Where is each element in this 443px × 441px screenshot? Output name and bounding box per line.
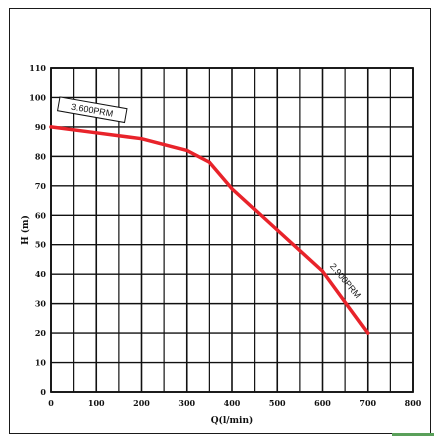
y-tick-label: 20 xyxy=(35,328,47,338)
y-tick-label: 10 xyxy=(35,358,47,368)
y-tick-label: 60 xyxy=(35,210,47,220)
plot-border xyxy=(50,67,414,393)
grid-layer xyxy=(50,67,414,393)
data-point xyxy=(207,160,211,164)
y-tick-label: 30 xyxy=(35,299,47,309)
y-tick-label: 80 xyxy=(35,151,47,161)
x-axis-title: Q(l/min) xyxy=(211,415,254,426)
series-layer xyxy=(49,125,370,335)
x-tick-label: 500 xyxy=(269,398,286,408)
y-axis-title: H (m) xyxy=(20,215,31,245)
data-point xyxy=(139,137,144,141)
corner-accent xyxy=(392,433,434,436)
data-point xyxy=(275,228,279,232)
annotation-box xyxy=(56,96,128,124)
x-tick-label: 400 xyxy=(224,398,241,408)
x-tick-label: 200 xyxy=(133,398,150,408)
data-point xyxy=(94,131,98,135)
data-point xyxy=(185,148,189,153)
y-tick-label: 70 xyxy=(35,181,47,191)
data-point xyxy=(320,269,325,273)
data-point xyxy=(230,187,234,191)
x-tick-label: 700 xyxy=(359,398,376,408)
data-point xyxy=(366,331,370,335)
y-tick-label: 90 xyxy=(35,122,47,132)
y-tick-label: 110 xyxy=(29,63,46,73)
x-tick-label: 100 xyxy=(88,398,105,408)
y-tick-label: 100 xyxy=(29,92,46,102)
y-tick-label: 50 xyxy=(35,240,47,250)
x-tick-label: 600 xyxy=(314,398,331,408)
x-tick-label: 800 xyxy=(405,398,422,408)
x-tick-label: 0 xyxy=(48,398,54,408)
annotation-high-speed: 3.600PRM xyxy=(56,96,128,124)
data-point xyxy=(49,125,53,129)
y-tick-label: 40 xyxy=(35,269,47,279)
x-tick-label: 300 xyxy=(178,398,195,408)
y-tick-label: 0 xyxy=(40,387,46,397)
